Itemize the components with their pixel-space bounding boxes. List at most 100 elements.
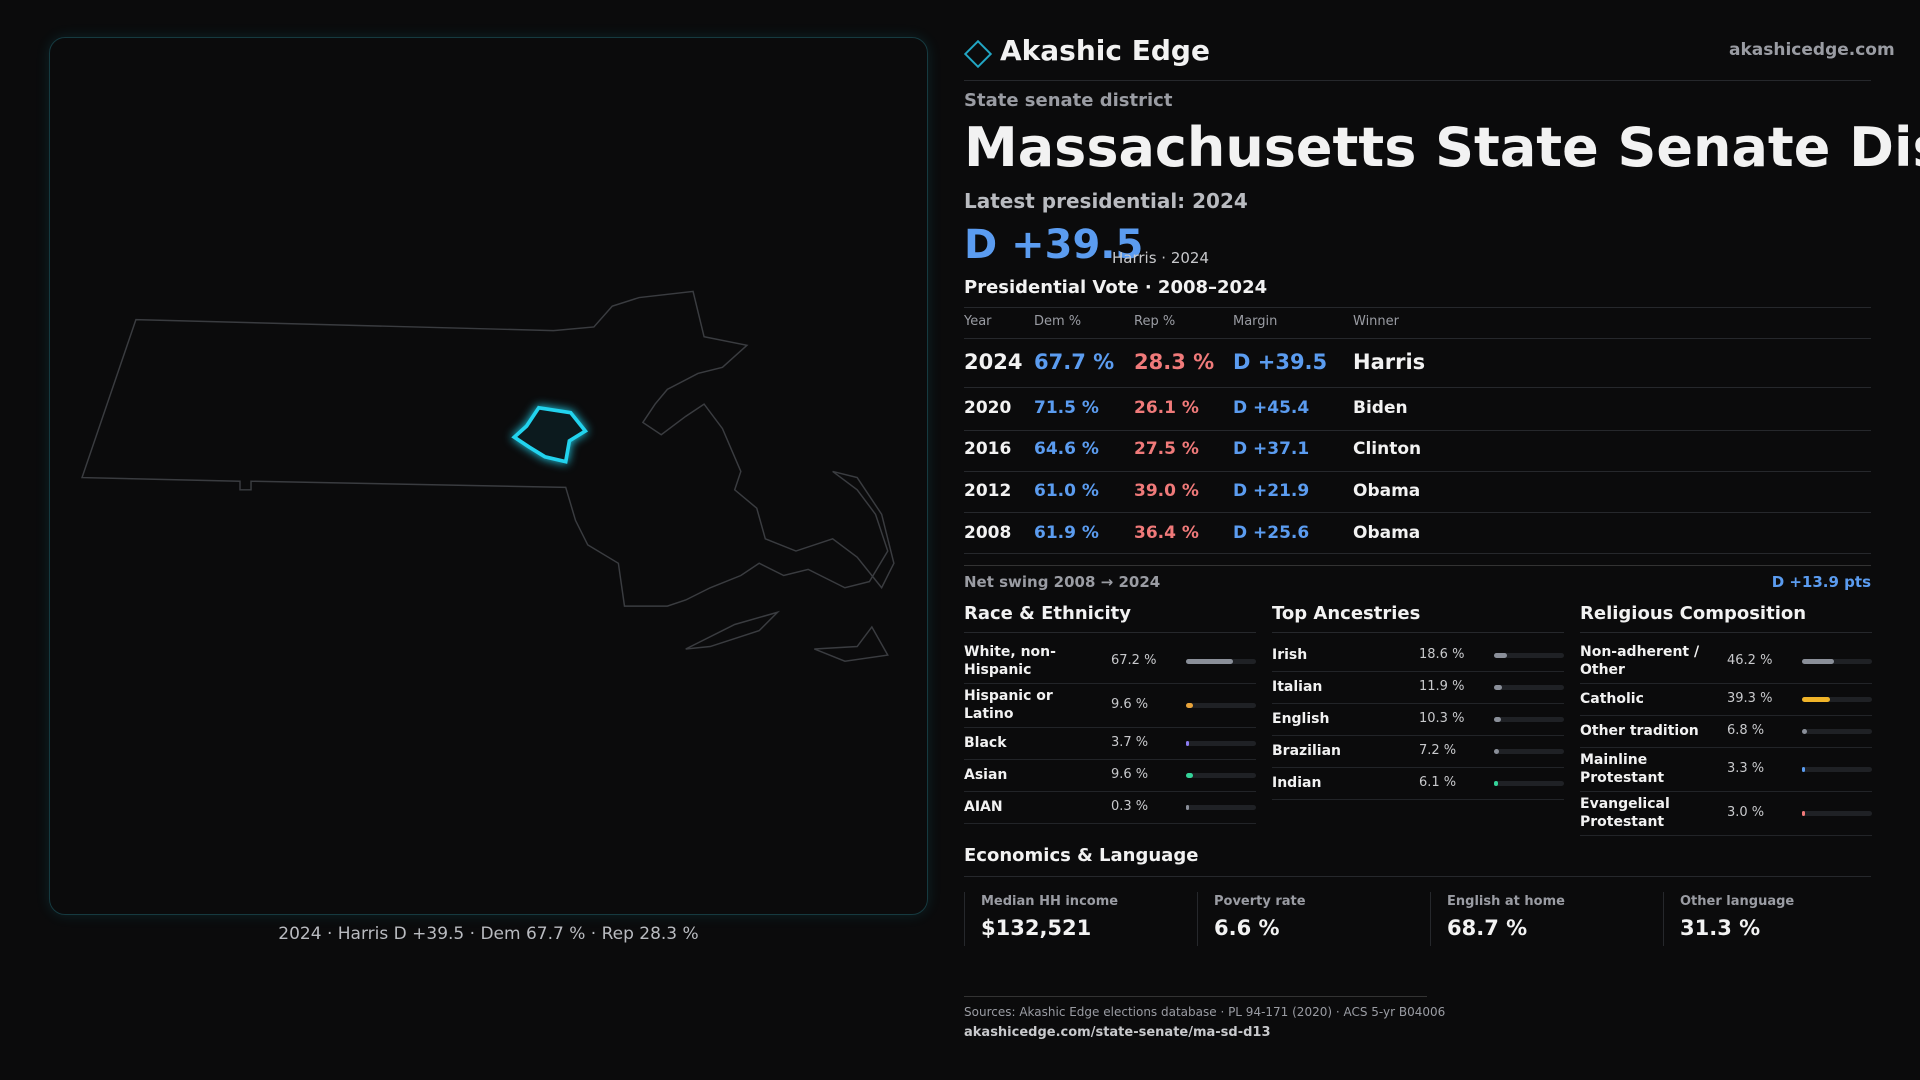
column-header: Year	[964, 314, 992, 329]
stat-value: 10.3 %	[1419, 711, 1465, 726]
bar-track	[1186, 703, 1256, 708]
bar-track	[1494, 717, 1564, 722]
table-cell: 2012	[964, 481, 1012, 501]
stat-name: Indian	[1272, 775, 1322, 791]
econ-title: Economics & Language	[964, 845, 1199, 866]
bar-track	[1186, 773, 1256, 778]
table-cell: D +39.5	[1233, 350, 1328, 374]
stat-value: 46.2 %	[1727, 653, 1773, 668]
table-cell: 61.0 %	[1034, 481, 1099, 501]
econ-value: 6.6 %	[1214, 916, 1280, 940]
econ-value: 31.3 %	[1680, 916, 1761, 940]
stat-name: AIAN	[964, 799, 1003, 815]
divider	[964, 565, 1871, 566]
table-cell: 2008	[964, 523, 1012, 543]
stat-value: 11.9 %	[1419, 679, 1465, 694]
bar	[1494, 685, 1503, 690]
econ-value: $132,521	[981, 916, 1092, 940]
latest-note: Harris · 2024	[1112, 249, 1210, 267]
divider	[964, 553, 1871, 554]
stat-row: Catholic 39.3 %	[1580, 683, 1872, 716]
vote-title: Presidential Vote · 2008–2024	[964, 277, 1268, 298]
bar-track	[1186, 741, 1256, 746]
bar	[1186, 703, 1193, 708]
table-cell: D +37.1	[1233, 439, 1310, 459]
divider	[964, 307, 1871, 308]
divider	[964, 512, 1871, 513]
stat-value: 6.8 %	[1727, 723, 1765, 738]
table-cell: D +45.4	[1233, 398, 1310, 418]
divider	[964, 632, 1256, 633]
table-cell: D +25.6	[1233, 523, 1310, 543]
table-cell: 64.6 %	[1034, 439, 1099, 459]
stat-name: Brazilian	[1272, 743, 1341, 759]
divider	[964, 80, 1871, 81]
econ-box: Median HH income $132,521	[964, 892, 1195, 946]
stat-row: Evangelical Protestant 3.0 %	[1580, 791, 1872, 836]
table-cell: Clinton	[1353, 439, 1422, 459]
stat-row: Black 3.7 %	[964, 727, 1256, 760]
map-caption: 2024 · Harris D +39.5 · Dem 67.7 % · Rep…	[278, 924, 699, 944]
table-cell: 67.7 %	[1034, 350, 1115, 374]
stat-row: Other tradition 6.8 %	[1580, 715, 1872, 748]
bar	[1494, 717, 1502, 722]
table-cell: 26.1 %	[1134, 398, 1199, 418]
section-title: Religious Composition	[1580, 603, 1807, 624]
stat-name: Black	[964, 735, 1007, 751]
econ-label: Poverty rate	[1214, 894, 1306, 909]
bar-track	[1494, 749, 1564, 754]
table-cell: Obama	[1353, 481, 1421, 501]
divider	[964, 471, 1871, 472]
divider	[1272, 632, 1564, 633]
bar-track	[1494, 653, 1564, 658]
bar	[1186, 805, 1189, 810]
stat-name: Other tradition	[1580, 723, 1699, 739]
stat-name: Mainline Protestant	[1580, 752, 1665, 786]
map	[81, 290, 895, 662]
stat-row: Italian 11.9 %	[1272, 671, 1564, 704]
econ-box: English at home 68.7 %	[1430, 892, 1661, 946]
bar	[1494, 653, 1508, 658]
column-header: Margin	[1233, 314, 1278, 329]
brand: Akashic Edge	[1000, 34, 1210, 67]
stat-name: White, non-Hispanic	[964, 644, 1056, 678]
stat-name: Evangelical Protestant	[1580, 796, 1670, 830]
bar	[1802, 659, 1835, 664]
stat-row: English 10.3 %	[1272, 703, 1564, 736]
bar-track	[1802, 659, 1872, 664]
table-cell: D +21.9	[1233, 481, 1310, 501]
section-title: Top Ancestries	[1272, 603, 1421, 624]
district-shape	[511, 405, 589, 464]
bar-track	[1186, 805, 1256, 810]
econ-label: English at home	[1447, 894, 1565, 909]
stat-value: 9.6 %	[1111, 767, 1149, 782]
bar-track	[1186, 659, 1256, 664]
divider	[964, 387, 1871, 388]
sources: Sources: Akashic Edge elections database…	[964, 1005, 1446, 1019]
divider	[964, 338, 1871, 339]
table-cell: Harris	[1353, 350, 1426, 374]
stat-row: Brazilian 7.2 %	[1272, 735, 1564, 768]
bar-track	[1494, 781, 1564, 786]
title: Massachusetts State Senate District D13	[964, 116, 1920, 179]
bar	[1802, 767, 1805, 772]
table-cell: Biden	[1353, 398, 1408, 418]
bar	[1802, 697, 1830, 702]
url: akashicedge.com/state-senate/ma-sd-d13	[964, 1025, 1271, 1040]
bar	[1186, 741, 1189, 746]
table-cell: 27.5 %	[1134, 439, 1199, 459]
table-cell: 36.4 %	[1134, 523, 1199, 543]
stat-value: 3.0 %	[1727, 805, 1765, 820]
bar	[1802, 811, 1805, 816]
table-cell: 61.9 %	[1034, 523, 1099, 543]
stat-value: 18.6 %	[1419, 647, 1465, 662]
econ-box: Other language 31.3 %	[1663, 892, 1894, 946]
map-panel	[49, 37, 928, 915]
stat-row: White, non-Hispanic 67.2 %	[964, 639, 1256, 684]
econ-box: Poverty rate 6.6 %	[1197, 892, 1428, 946]
stat-name: Asian	[964, 767, 1008, 783]
stat-value: 3.3 %	[1727, 761, 1765, 776]
table-cell: 28.3 %	[1134, 350, 1215, 374]
swing-value: D +13.9 pts	[1771, 573, 1871, 591]
